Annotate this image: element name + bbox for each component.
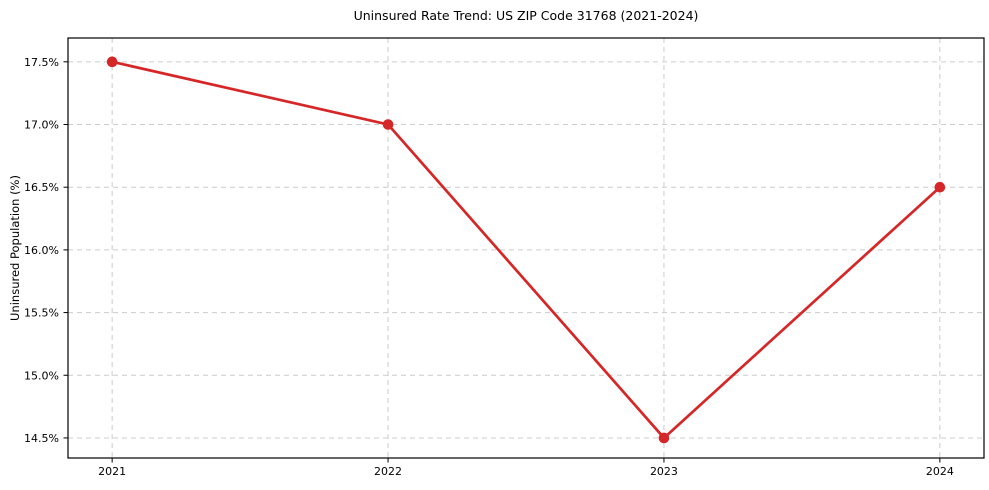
- data-point-marker: [934, 181, 946, 193]
- y-tick-label: 14.5%: [24, 432, 59, 445]
- x-tick-label: 2023: [650, 465, 678, 478]
- y-tick-label: 16.5%: [24, 181, 59, 194]
- y-tick-label: 15.5%: [24, 307, 59, 320]
- trend-line: [110, 60, 942, 440]
- y-tick-label: 16.0%: [24, 244, 59, 257]
- plot-border: [67, 37, 985, 459]
- data-point-marker: [106, 56, 118, 68]
- y-tick-label: 17.0%: [24, 119, 59, 132]
- x-tick-label: 2024: [926, 465, 954, 478]
- y-tick-label: 17.5%: [24, 56, 59, 69]
- data-point-marker: [382, 119, 394, 130]
- x-tick-label: 2022: [374, 465, 402, 478]
- chart-title: Uninsured Rate Trend: US ZIP Code 31768 …: [353, 8, 699, 23]
- data-point-marker: [658, 432, 670, 444]
- y-tick-label: 15.0%: [24, 369, 59, 382]
- x-tick-label: 2021: [98, 465, 126, 478]
